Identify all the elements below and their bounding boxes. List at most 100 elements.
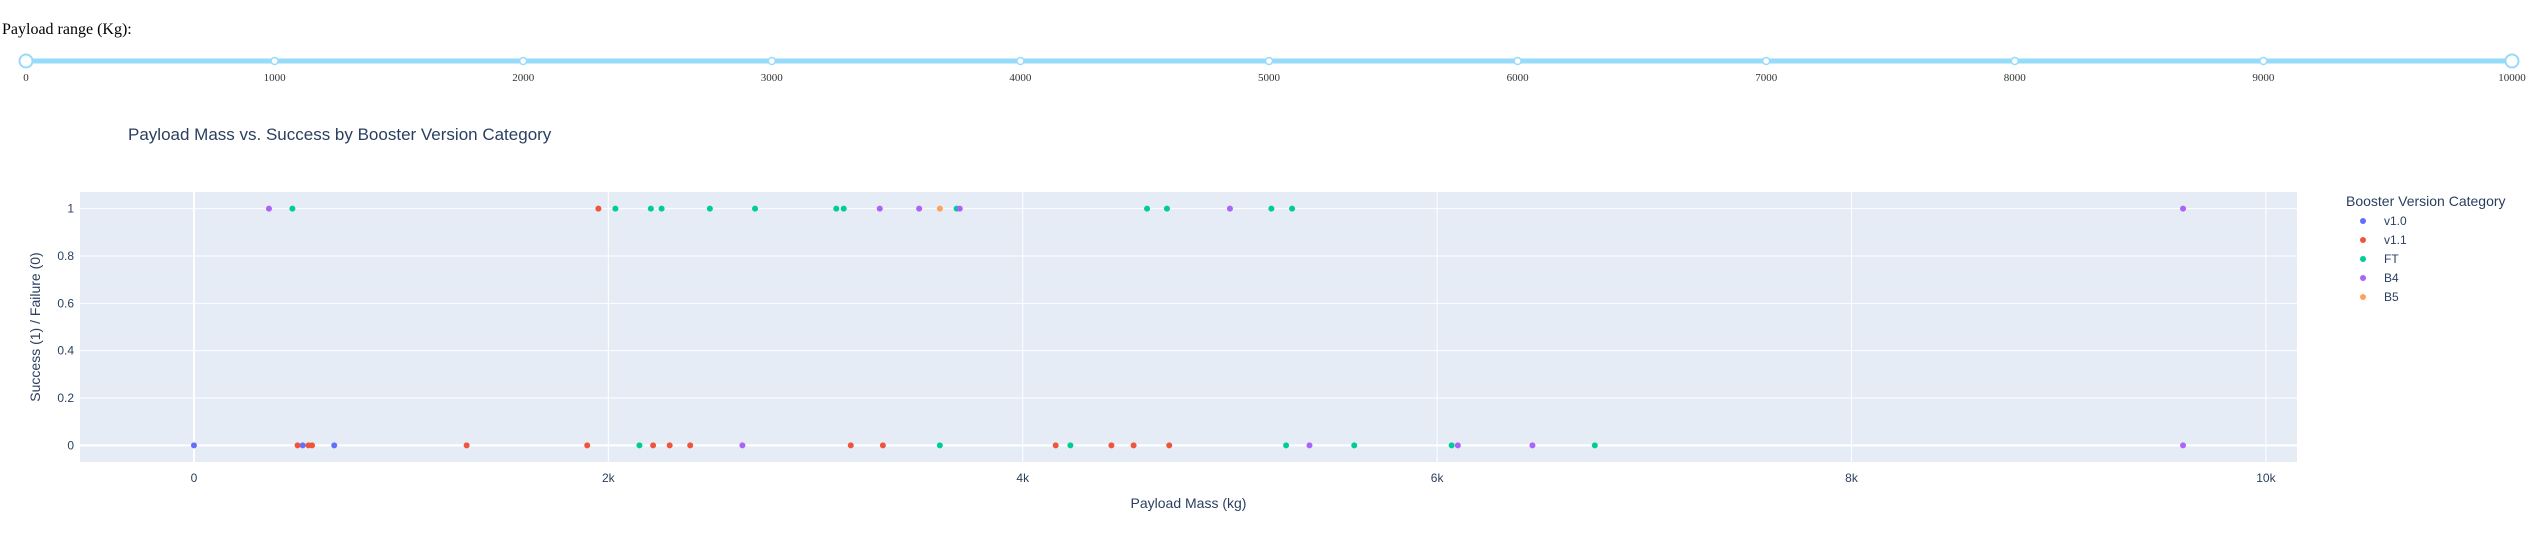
data-point — [879, 442, 886, 449]
data-point — [190, 442, 197, 449]
data-point — [1283, 442, 1290, 449]
data-point — [2180, 442, 2187, 449]
slider-mark-dot[interactable] — [767, 56, 777, 66]
plot-area — [80, 192, 2297, 462]
chart-title: Payload Mass vs. Success by Booster Vers… — [128, 125, 552, 144]
data-point — [1306, 442, 1313, 449]
slider-mark-dot[interactable] — [1513, 56, 1522, 66]
slider-mark-label: 1000 — [264, 72, 287, 84]
data-point — [739, 442, 746, 449]
x-tick-label: 8k — [1845, 471, 1859, 485]
slider-mark-label: 4000 — [1009, 72, 1032, 84]
slider-mark-label: 3000 — [761, 72, 784, 84]
slider-mark-dot[interactable] — [1016, 56, 1025, 66]
data-point — [666, 442, 673, 449]
legend-item-label[interactable]: B5 — [2384, 290, 2399, 304]
data-point — [1163, 205, 1170, 212]
data-point — [916, 205, 923, 212]
slider-mark-label: 2000 — [512, 72, 535, 84]
legend-item-label[interactable]: v1.1 — [2384, 233, 2407, 247]
data-point — [265, 205, 272, 212]
data-point — [1067, 442, 1074, 449]
data-point — [1226, 205, 1233, 212]
slider-mark-dot[interactable] — [270, 56, 279, 66]
slider-mark-dot[interactable] — [518, 56, 528, 66]
data-point — [299, 442, 306, 449]
x-tick-label: 0 — [191, 471, 198, 485]
slider-handle-min[interactable] — [18, 53, 34, 69]
slider-mark-label: 9000 — [2252, 72, 2275, 84]
legend-marker[interactable] — [2360, 256, 2366, 262]
data-point — [2180, 205, 2187, 212]
data-point — [650, 442, 657, 449]
data-point — [309, 442, 316, 449]
x-axis-title: Payload Mass (kg) — [1131, 495, 1247, 511]
legend-item-label[interactable]: v1.0 — [2384, 214, 2407, 228]
data-point — [1448, 442, 1455, 449]
data-point — [876, 205, 883, 212]
data-point — [463, 442, 470, 449]
payload-range-slider[interactable]: 0 1000 2000 3000 4000 5000 6000 7000 8000 9000 100… — [0, 40, 2542, 90]
y-axis-title: Success (1) / Failure (0) — [27, 252, 43, 401]
data-point — [1166, 442, 1173, 449]
data-point — [1108, 442, 1115, 449]
x-tick-label: 4k — [1016, 471, 1030, 485]
slider-mark-dot[interactable] — [2259, 56, 2268, 66]
data-point — [636, 442, 643, 449]
slider-mark-dot[interactable] — [1264, 56, 1274, 66]
data-point — [658, 205, 665, 212]
y-tick-label: 0.2 — [57, 391, 74, 405]
slider-handle-max[interactable] — [2504, 53, 2520, 69]
series-FT — [289, 205, 1598, 449]
y-tick-label: 0 — [67, 438, 74, 452]
data-point — [687, 442, 694, 449]
data-point — [936, 442, 943, 449]
payload-range-label: Payload range (Kg): — [2, 21, 132, 38]
slider-mark-dot[interactable] — [1761, 56, 1771, 66]
slider-mark-dot[interactable] — [2010, 56, 2020, 66]
data-point — [956, 205, 963, 212]
data-point — [936, 205, 943, 212]
slider-mark-label: 5000 — [1258, 72, 1281, 84]
legend-marker[interactable] — [2360, 218, 2366, 224]
x-tick-label: 6k — [1431, 471, 1445, 485]
data-point — [595, 205, 602, 212]
data-point — [1591, 442, 1598, 449]
data-point — [752, 205, 759, 212]
data-point — [706, 205, 713, 212]
y-tick-label: 0.8 — [57, 249, 74, 263]
legend-marker[interactable] — [2360, 237, 2366, 243]
payload-scatter-chart: Payload Mass vs. Success by Booster Vers… — [27, 125, 2506, 511]
data-point — [1052, 442, 1059, 449]
data-point — [289, 205, 296, 212]
data-point — [584, 442, 591, 449]
data-point — [1268, 205, 1275, 212]
slider-mark-label: 6000 — [1507, 72, 1530, 84]
legend-item-label[interactable]: B4 — [2384, 271, 2399, 285]
series-v1.1 — [294, 205, 1173, 449]
data-point — [331, 442, 338, 449]
legend-marker[interactable] — [2360, 275, 2366, 281]
data-point — [1289, 205, 1296, 212]
data-point — [647, 205, 654, 212]
x-tick-label: 2k — [602, 471, 616, 485]
series-B5 — [936, 205, 943, 212]
y-tick-label: 1 — [67, 202, 74, 216]
data-point — [833, 205, 840, 212]
x-tick-label: 10k — [2256, 471, 2276, 485]
legend-item-label[interactable]: FT — [2384, 252, 2399, 266]
series-B4 — [265, 205, 2187, 449]
series-v1.0 — [190, 442, 338, 449]
slider-mark-label: 8000 — [2004, 72, 2027, 84]
legend-title: Booster Version Category — [2346, 193, 2506, 209]
data-point — [294, 442, 301, 449]
y-tick-label: 0.6 — [57, 296, 74, 310]
data-point — [847, 442, 854, 449]
legend-marker[interactable] — [2360, 294, 2366, 300]
data-point — [1351, 442, 1358, 449]
data-point — [1144, 205, 1151, 212]
data-point — [612, 205, 619, 212]
data-point — [1130, 442, 1137, 449]
slider-mark-label: 10000 — [2498, 72, 2526, 84]
data-point — [1454, 442, 1461, 449]
